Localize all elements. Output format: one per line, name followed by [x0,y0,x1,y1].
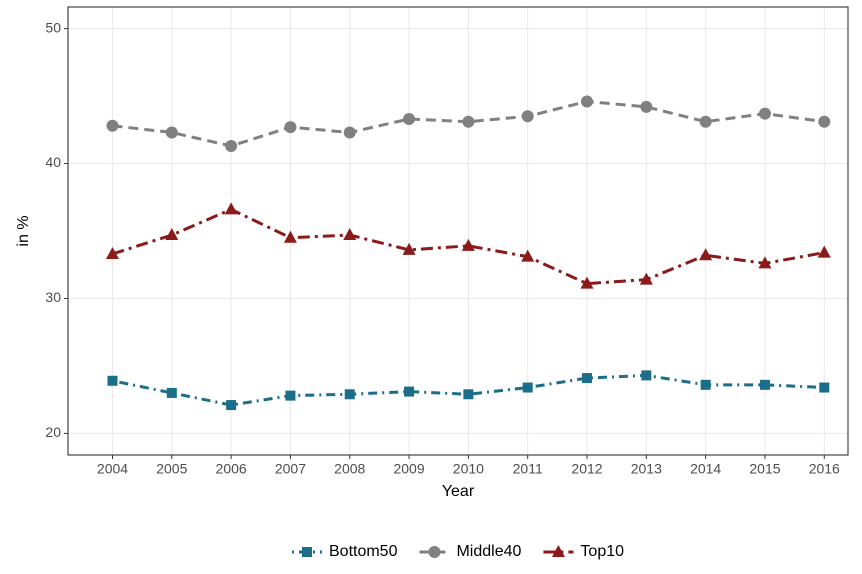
x-tick-label: 2007 [275,461,306,477]
legend-label: Middle40 [456,543,521,560]
y-tick-label: 40 [45,154,61,170]
data-point [758,256,772,269]
x-tick-label: 2008 [334,461,365,477]
data-point [580,276,594,289]
data-point [403,113,416,125]
x-axis-title: Year [442,483,475,500]
x-tick-label: 2011 [513,461,543,477]
legend-marker [301,547,312,557]
data-point [225,139,238,152]
data-point [759,379,770,390]
data-point [641,370,652,381]
data-point [818,115,831,128]
data-point [166,387,177,398]
data-point [817,245,831,258]
x-tick-label: 2006 [216,461,247,477]
data-point [404,386,415,397]
data-point [107,375,118,386]
x-tick-label: 2016 [809,461,840,477]
x-tick-label: 2012 [571,461,602,477]
data-point [758,107,771,120]
data-point [402,242,416,255]
x-tick-label: 2013 [631,461,662,477]
legend-label: Bottom50 [329,543,398,560]
data-point [343,126,356,139]
data-point [699,248,713,261]
data-point [226,400,237,411]
data-point [224,202,238,215]
data-point [462,115,475,128]
data-point [700,379,711,390]
x-tick-label: 2014 [690,461,721,477]
data-point [165,126,178,139]
legend-marker [551,545,565,557]
legend: Bottom50 Middle40 Top10 [291,543,624,560]
plot-background [68,7,848,455]
data-point [165,228,179,241]
data-point [581,95,594,108]
y-axis-title: in % [15,215,32,246]
legend-label: Top10 [580,543,624,560]
x-tick-label: 2004 [97,461,128,477]
data-point [285,390,296,401]
y-tick-label: 50 [45,19,61,35]
data-point [699,115,712,128]
data-point [522,382,533,393]
data-point [582,373,593,384]
data-point [463,389,474,400]
x-tick-label: 2009 [393,461,424,477]
x-tick-label: 2010 [453,461,484,477]
x-tick-label: 2005 [156,461,187,477]
data-point [105,246,119,259]
data-point [640,100,653,113]
data-point [106,119,119,132]
plot-border [67,6,849,456]
data-point [819,382,830,393]
data-point [461,238,475,251]
x-tick-label: 2015 [749,461,780,477]
data-point [344,389,355,400]
data-point [521,249,535,262]
legend-marker [428,546,441,558]
data-point [521,110,534,123]
data-point [283,230,297,243]
data-point [343,228,357,241]
y-tick-label: 20 [45,424,61,440]
data-point [284,121,297,134]
y-tick-label: 30 [45,289,61,305]
data-point [639,272,653,285]
